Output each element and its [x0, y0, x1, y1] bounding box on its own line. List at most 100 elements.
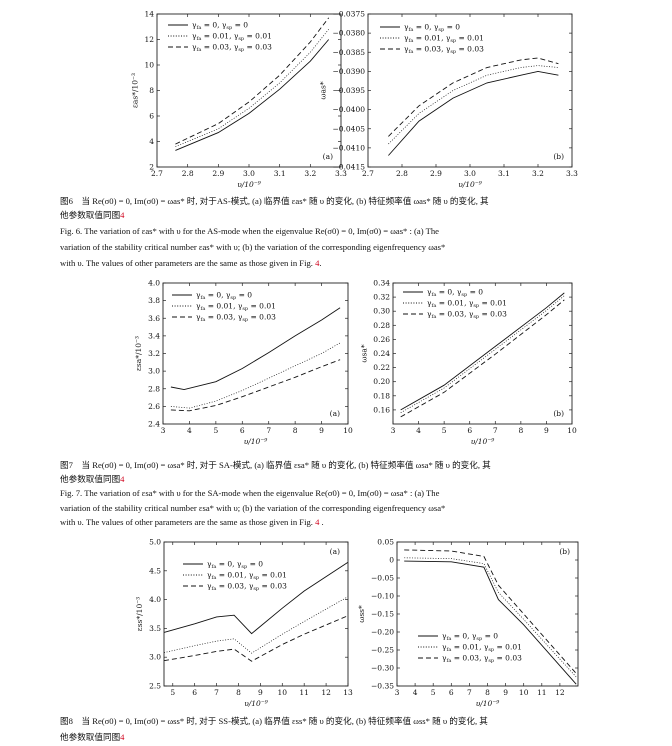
fig8-ref-link[interactable]: 4 — [120, 732, 125, 742]
y-tick-label: 14 — [144, 10, 154, 19]
fig7-caption-en-text: with υ. The values of other parameters a… — [60, 517, 313, 527]
x-tick-label: 8 — [236, 688, 241, 697]
x-tick-label: 3 — [395, 688, 400, 697]
y-tick-label: 0.16 — [373, 405, 390, 414]
panel-label: (a) — [330, 547, 340, 556]
x-tick-label: 7 — [467, 688, 472, 697]
y-tick-label: −0.10 — [371, 592, 394, 601]
series-line-2 — [163, 596, 349, 654]
legend-label: γfa = 0.03, γsp = 0.03 — [404, 45, 484, 56]
y-tick-label: 0.18 — [373, 391, 390, 400]
legend-label: γfa = 0.03, γsp = 0.03 — [192, 43, 272, 54]
x-tick-label: 3.0 — [243, 169, 255, 178]
panel-label: (a) — [330, 409, 340, 418]
fig8-caption-cn-1: 图8 当 Re(σ0) = 0, Im(σ0) = ωss* 时, 对于 SS-… — [60, 716, 488, 726]
series-line-3 — [404, 549, 577, 674]
x-tick-label: 5 — [442, 426, 447, 435]
y-tick-label: 2 — [149, 163, 154, 172]
series-line-1 — [163, 561, 349, 635]
series-line-3 — [388, 57, 559, 137]
fig6-caption-cn-text: 他参数取值同图 — [60, 210, 121, 220]
legend-label: γfa = 0.01, γsp = 0.01 — [404, 34, 484, 45]
fig6-caption-en-2: variation of the stability critical numb… — [60, 242, 446, 252]
series-line-3 — [400, 299, 565, 418]
y-tick-label: −0.0400 — [332, 105, 365, 114]
x-tick-label: 4 — [416, 426, 421, 435]
plot-frame — [396, 541, 579, 687]
y-tick-label: 4.5 — [149, 566, 161, 575]
y-tick-label: −0.0390 — [332, 67, 365, 76]
fig8-caption-cn-text: 他参数取值同图 — [60, 732, 121, 742]
x-tick-label: 5 — [170, 688, 175, 697]
plot-frame — [162, 282, 349, 425]
fig6-en-ref-link[interactable]: 4 — [315, 258, 320, 268]
x-tick-label: 6 — [449, 688, 454, 697]
fig6-caption-en-3: with υ. The values of other parameters a… — [60, 256, 600, 270]
fig8b-chart: 3 4 5 6 7 8 9 10 11 12 −0.35 −0.30 −0.25 −0.20 −0.15 −0… — [357, 538, 579, 708]
x-tick-label: 9 — [258, 688, 263, 697]
period: . — [321, 517, 324, 527]
y-tick-label: 0.05 — [377, 538, 394, 547]
x-tick-label: 2.8 — [182, 169, 194, 178]
x-tick-label: 10 — [278, 688, 288, 697]
y-tick-label: −0.15 — [371, 610, 394, 619]
y-axis-label: ωsa* — [359, 344, 368, 362]
x-tick-label: 7 — [493, 426, 498, 435]
legend-label: γfa = 0, γsp = 0 — [442, 632, 498, 643]
fig7-en-ref-link[interactable]: 4 — [315, 517, 320, 527]
series-line-1 — [400, 292, 565, 411]
legend-label: γfa = 0.01, γsp = 0.01 — [427, 299, 507, 310]
y-tick-label: 0.24 — [373, 349, 390, 358]
y-axis-label: ωas* — [318, 81, 327, 99]
fig6-caption-cn-2: 他参数取值同图4 — [60, 208, 600, 222]
y-tick-label: 3.0 — [148, 367, 160, 376]
series-line-1 — [170, 307, 341, 391]
y-tick-label: 3.8 — [148, 296, 160, 305]
x-tick-label: 5 — [213, 426, 218, 435]
x-tick-label: 8 — [485, 688, 490, 697]
x-tick-label: 6 — [192, 688, 197, 697]
fig7-caption-cn-1: 图7 当 Re(σ0) = 0, Im(σ0) = ωsa* 时, 对于 SA-… — [60, 460, 491, 470]
x-tick-label: 11 — [299, 688, 309, 697]
x-tick-label: 3.2 — [532, 169, 544, 178]
series-line-1 — [175, 39, 330, 151]
y-tick-label: −0.05 — [371, 574, 394, 583]
y-tick-label: −0.25 — [371, 646, 394, 655]
y-tick-label: 0.26 — [373, 335, 390, 344]
x-tick-label: 3.1 — [498, 169, 510, 178]
fig6-ref-link[interactable]: 4 — [120, 210, 125, 220]
fig6a-chart: 2.7 2.8 2.9 3.0 3.1 3.2 3.3 2 4 6 8 10 12 14 γfa = 0, … — [130, 10, 347, 190]
x-tick-label: 3.3 — [566, 169, 578, 178]
fig7-ref-link[interactable]: 4 — [120, 474, 125, 484]
plot-frame — [156, 13, 342, 168]
legend-label: γfa = 0.01, γsp = 0.01 — [207, 571, 287, 582]
x-tick-label: 2.8 — [396, 169, 408, 178]
y-tick-label: −0.0415 — [332, 163, 365, 172]
x-axis-label: υ/10⁻⁹ — [237, 180, 261, 189]
x-tick-label: 8 — [293, 426, 298, 435]
y-axis-label: εss*/10⁻³ — [135, 597, 144, 631]
x-tick-label: 5 — [431, 688, 436, 697]
y-tick-label: 3.5 — [149, 624, 161, 633]
legend-label: γfa = 0, γsp = 0 — [196, 291, 252, 302]
fig7-caption-en-2: variation of the stability critical numb… — [60, 503, 446, 513]
x-tick-label: 11 — [537, 688, 547, 697]
y-tick-label: −0.20 — [371, 628, 394, 637]
x-tick-label: 2.7 — [151, 169, 163, 178]
x-tick-label: 3.0 — [464, 169, 476, 178]
series-line-3 — [175, 17, 330, 145]
y-tick-label: 0.30 — [373, 307, 390, 316]
y-tick-label: 3.0 — [149, 653, 161, 662]
x-tick-label: 7 — [266, 426, 271, 435]
period: . — [319, 258, 322, 268]
x-tick-label: 3.3 — [335, 169, 347, 178]
y-tick-label: −0.0405 — [332, 124, 365, 133]
plot-frame — [367, 13, 573, 168]
y-tick-label: 0 — [389, 556, 394, 565]
x-axis-label: υ/10⁻⁹ — [244, 699, 268, 708]
series-line-1 — [404, 560, 577, 685]
legend-label: γfa = 0.03, γsp = 0.03 — [196, 313, 276, 324]
x-axis-label: υ/10⁻⁹ — [458, 180, 482, 189]
fig8-caption-cn-2: 他参数取值同图4 — [60, 730, 600, 744]
